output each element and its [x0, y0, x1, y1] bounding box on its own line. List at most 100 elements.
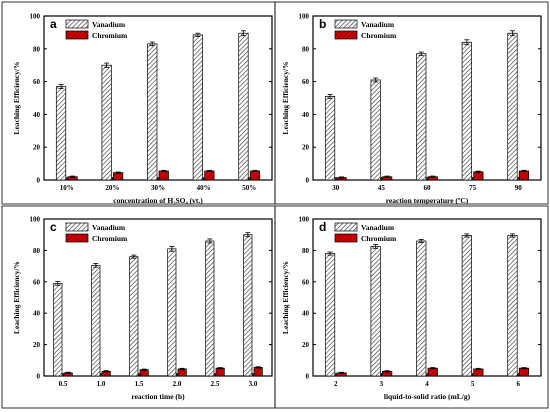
legend-label-vanadium: Vanadium	[92, 223, 126, 232]
x-tick-label: 90	[515, 184, 523, 192]
vanadium-bar	[416, 240, 427, 377]
vanadium-bar	[370, 79, 381, 181]
legend-swatch-chromium	[334, 233, 358, 243]
legend-swatch-chromium	[65, 30, 89, 40]
x-tick-label: 75	[469, 184, 477, 192]
vanadium-bar	[147, 43, 158, 181]
vanadium-bar	[238, 32, 249, 181]
y-tick-label: 40	[33, 111, 41, 119]
panel-letter: d	[319, 220, 326, 234]
y-tick-label: 60	[33, 78, 41, 86]
y-tick-label: 100	[30, 13, 41, 21]
legend-swatch-chromium	[65, 233, 89, 243]
legend-label-chromium: Chromium	[92, 31, 128, 40]
legend-label-chromium: Chromium	[92, 234, 128, 243]
chromium-bar	[177, 368, 187, 377]
x-axis-label: reaction temperature (ºC)	[386, 196, 469, 205]
chromium-bar	[158, 170, 169, 181]
legend-label-chromium: Chromium	[361, 234, 397, 243]
vanadium-bar	[243, 234, 253, 377]
x-tick-label: 40%	[197, 184, 211, 192]
x-tick-label: 45	[378, 184, 386, 192]
panel-border	[1, 205, 276, 409]
panel-border	[274, 1, 549, 205]
x-tick-label: 1.0	[97, 380, 106, 388]
x-tick-label: 1.5	[135, 380, 144, 388]
x-tick-label: 4	[425, 380, 429, 388]
y-tick-label: 0	[306, 177, 310, 185]
legend-label-vanadium: Vanadium	[361, 223, 395, 232]
panel-border	[274, 205, 549, 409]
vanadium-bar	[53, 283, 63, 377]
y-axis-label: Leaching Efficiency/%	[12, 61, 21, 134]
panel-a: 0 20 40 60 80 100 10% 20% 30% 40% 50% concentration…	[1, 1, 276, 205]
legend-swatch-vanadium	[65, 222, 89, 232]
y-axis-label: Leaching Efficiency/%	[281, 61, 290, 134]
x-axis-label: reaction time (h)	[131, 392, 185, 401]
x-tick-label: 3.0	[249, 380, 258, 388]
vanadium-bar	[324, 96, 336, 181]
x-tick-label: 10%	[60, 184, 74, 192]
x-tick-label: 0.5	[59, 380, 68, 388]
x-axis-label: concentration of H₂SO₄ (vt.)	[113, 196, 203, 205]
panel-letter: c	[50, 220, 57, 234]
y-tick-label: 60	[33, 278, 41, 286]
vanadium-bar	[192, 34, 203, 181]
y-tick-label: 80	[33, 45, 41, 53]
y-tick-label: 100	[299, 216, 310, 224]
chromium-bar	[204, 170, 215, 181]
x-tick-label: 6	[516, 380, 520, 388]
y-tick-label: 20	[302, 144, 310, 152]
x-tick-label: 2.0	[173, 380, 182, 388]
x-tick-label: 5	[471, 380, 475, 388]
y-axis-label: Leaching Efficiency/%	[12, 261, 21, 334]
vanadium-bar	[416, 53, 427, 181]
legend-label-vanadium: Vanadium	[361, 20, 395, 29]
x-axis-label: liquid-to-solid ratio (mL/g)	[384, 392, 471, 401]
chromium-bar	[253, 367, 263, 377]
vanadium-bar	[91, 264, 101, 377]
y-tick-label: 100	[299, 13, 310, 21]
x-tick-label: 2	[334, 380, 338, 388]
panel-b: 0 20 40 60 80 100 30 45 60 75 90 reaction temperatu…	[274, 1, 549, 205]
y-tick-label: 40	[33, 310, 41, 318]
panel-letter: a	[50, 17, 57, 31]
panel-d: 0 20 40 60 80 100 2 3 4 5 6 liquid-to-solid ratio (…	[274, 205, 549, 409]
y-tick-label: 60	[302, 278, 310, 286]
y-tick-label: 80	[302, 247, 310, 255]
vanadium-bar	[507, 32, 518, 181]
x-tick-label: 30	[332, 184, 340, 192]
legend-swatch-chromium	[334, 30, 358, 40]
panel-letter: b	[319, 17, 326, 31]
vanadium-bar	[129, 256, 139, 377]
y-tick-label: 80	[33, 247, 41, 255]
x-tick-label: 60	[424, 184, 432, 192]
vanadium-bar	[324, 253, 336, 377]
x-tick-label: 30%	[151, 184, 165, 192]
y-tick-label: 20	[33, 144, 41, 152]
chromium-bar	[473, 368, 484, 377]
vanadium-bar	[507, 235, 518, 377]
chromium-bar	[215, 367, 225, 377]
y-tick-label: 0	[37, 177, 41, 185]
vanadium-bar	[101, 64, 112, 181]
vanadium-bar	[55, 86, 67, 181]
y-tick-label: 20	[302, 341, 310, 349]
y-tick-label: 80	[302, 45, 310, 53]
vanadium-bar	[167, 248, 177, 377]
x-tick-label: 50%	[242, 184, 256, 192]
y-tick-label: 0	[306, 373, 310, 381]
axes-frame	[43, 15, 273, 181]
axes-frame	[312, 15, 542, 181]
legend-swatch-vanadium	[65, 19, 89, 29]
x-tick-label: 3	[380, 380, 384, 388]
vanadium-bar	[461, 235, 472, 377]
y-tick-label: 20	[33, 341, 41, 349]
y-tick-label: 100	[30, 216, 41, 224]
vanadium-bar	[370, 246, 381, 377]
panel-border	[1, 1, 276, 205]
x-tick-label: 20%	[105, 184, 119, 192]
axes-frame	[312, 218, 542, 377]
y-tick-label: 0	[37, 373, 41, 381]
